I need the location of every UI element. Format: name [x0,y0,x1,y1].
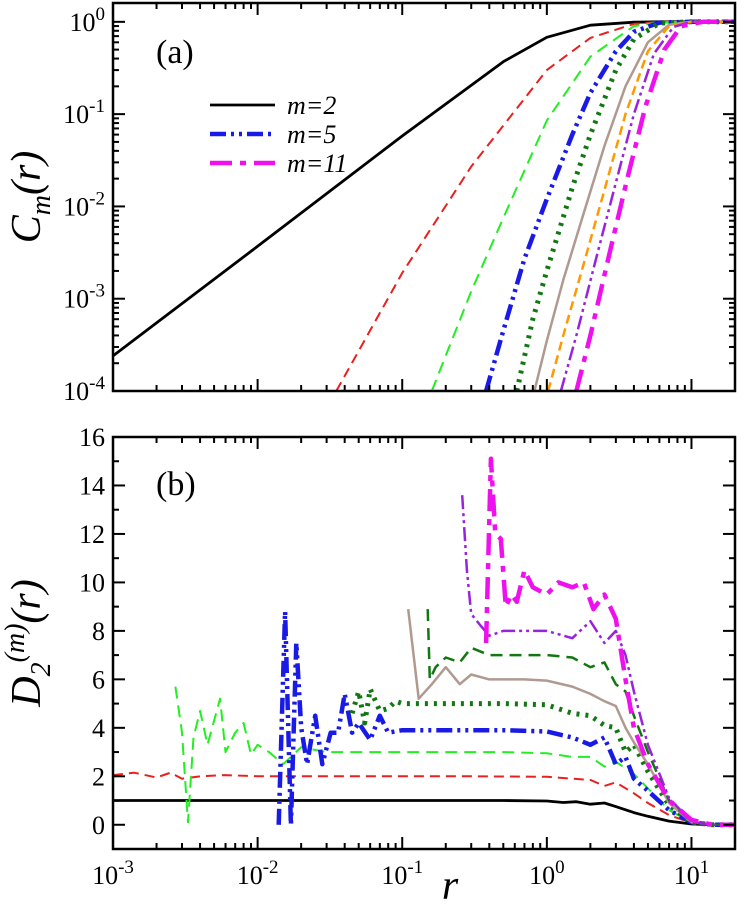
legend-label-m2: m=2 [287,91,336,120]
y-tick-label: 12 [79,520,105,549]
plot-frame [111,435,737,851]
panel-b: 0 2 4 6 8 10 12 14 16 (b) 10-3 10-2 10-1 100 101 r [79,423,737,909]
series-group [113,19,735,391]
panel-label: (a) [156,34,194,71]
y-tick-label: 8 [92,617,105,646]
x-tick-label: 10-1 [381,857,423,890]
x-tick-label: 10-3 [92,857,134,890]
legend-label-m5: m=5 [287,120,336,149]
y-axis-title-a: Cm(r) [4,151,57,244]
series-m11-line [483,456,735,828]
y-tick-label: 10-2 [63,188,105,221]
series-m5-line [483,19,735,391]
x-tick-label: 10-2 [237,857,279,890]
series-m8-line [546,20,735,391]
axis-labels: Cm(r) D2(m)(r) [0,151,57,708]
panel-label: (b) [156,466,196,503]
series-group [113,456,735,828]
series-m2-line [113,20,735,358]
y-tick-label: 10-1 [63,96,105,129]
y-tick-label: 2 [92,762,105,791]
series-m6-line [349,686,735,828]
series-m3-line [113,771,735,826]
series-m9-line [460,495,735,827]
series-m3-line [335,20,735,391]
x-tick-label: 101 [674,857,710,890]
y-tick-label: 10-3 [63,281,105,314]
series-m11-line [574,19,735,391]
x-ticks [112,3,736,391]
y-tick-label: 4 [92,714,105,743]
y-tick-label: 6 [92,665,105,694]
y-ticks [113,20,735,392]
y-axis-title-b: D2(m)(r) [0,579,57,708]
panel-a: 10-4 10-3 10-2 10-1 100 (a) m=2m=5m=11 [63,1,737,406]
y-tick-label: 100 [70,4,106,37]
y-tick-label: 10 [79,568,105,597]
y-tick-label: 10-4 [63,373,105,406]
series-m8-line [426,609,735,827]
legend-label-m11: m=11 [287,149,347,178]
series-m6-line [514,19,735,391]
legend: m=2m=5m=11 [210,91,347,178]
series-m4-line [430,20,735,391]
x-ticks [112,437,736,849]
y-tick-label: 14 [79,471,105,500]
plot-frame [111,1,737,393]
y-tick-label: 16 [79,423,105,452]
series-m5-line [276,609,735,828]
x-tick-label: 100 [529,857,565,890]
series-m2-line [113,799,735,827]
series-m7-line [406,608,735,827]
x-axis-title: r [442,863,459,904]
y-tick-label: 0 [92,811,105,840]
y-ticks [113,436,735,850]
